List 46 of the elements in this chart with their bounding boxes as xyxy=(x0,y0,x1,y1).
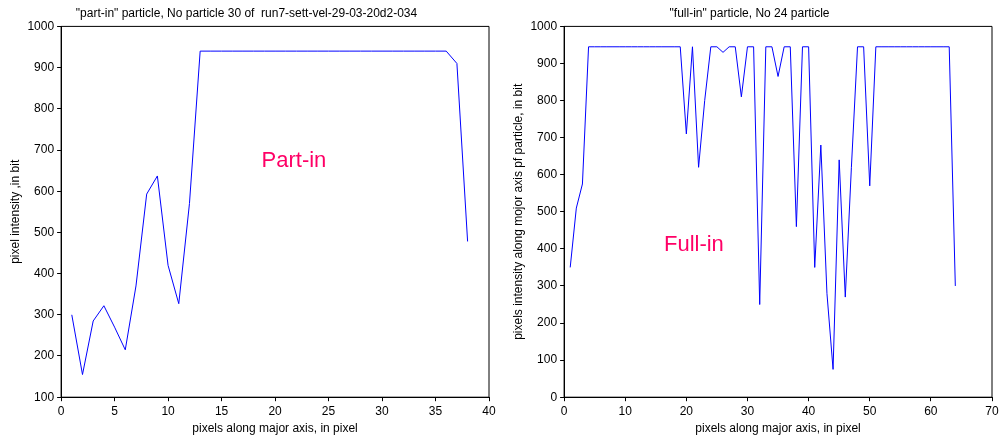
y-tick-label: 300 xyxy=(34,307,55,322)
x-tick-label: 60 xyxy=(924,403,938,418)
x-tick-label: 50 xyxy=(863,403,877,418)
x-tick-label: 30 xyxy=(375,403,390,418)
y-tick-label: 700 xyxy=(537,129,558,144)
y-tick-label: 100 xyxy=(34,389,55,404)
y-tick-label: 200 xyxy=(34,348,55,363)
y-tick-label: 700 xyxy=(34,142,55,157)
y-tick-label: 900 xyxy=(537,55,558,70)
y-tick-label: 300 xyxy=(537,278,558,293)
x-tick-label: 70 xyxy=(985,403,999,418)
y-tick-label: 100 xyxy=(537,352,558,367)
y-tick-label: 1000 xyxy=(27,18,55,33)
y-tick-label: 200 xyxy=(537,315,558,330)
y-tick-label: 400 xyxy=(537,241,558,256)
y-tick-label: 0 xyxy=(550,389,558,404)
x-axis-title: pixels along major axis, in pixel xyxy=(695,421,861,436)
y-tick-label: 1000 xyxy=(530,18,558,33)
y-axis-title: pixels intensity along mojor axis pf particle, in bit xyxy=(510,83,525,340)
y-tick-label: 400 xyxy=(34,265,55,280)
x-tick-label: 20 xyxy=(679,403,694,418)
chart-title: "part-in" particle, No particle 30 of run7-sett-vel-29-03-20d2-034 xyxy=(75,5,418,20)
y-tick-label: 500 xyxy=(537,204,558,219)
y-tick-label: 800 xyxy=(537,92,558,107)
x-tick-label: 15 xyxy=(214,403,229,418)
x-tick-label: 40 xyxy=(801,403,816,418)
x-tick-label: 35 xyxy=(428,403,443,418)
x-tick-label: 30 xyxy=(740,403,755,418)
chart-title: "full-in" particle, No 24 particle xyxy=(669,5,830,20)
y-tick-label: 600 xyxy=(34,183,55,198)
x-tick-label: 0 xyxy=(57,403,65,418)
y-axis-title: pixel intensity ,in bit xyxy=(7,159,22,264)
x-axis-title: pixels along major axis, in pixel xyxy=(192,421,358,436)
annotation: Full-in xyxy=(663,230,724,257)
x-tick-label: 40 xyxy=(482,403,496,418)
x-tick-label: 10 xyxy=(161,403,176,418)
y-tick-label: 800 xyxy=(34,101,55,116)
y-tick-label: 600 xyxy=(537,167,558,182)
x-tick-label: 25 xyxy=(321,403,336,418)
x-tick-label: 10 xyxy=(618,403,633,418)
x-tick-label: 0 xyxy=(560,403,568,418)
annotation: Part-in xyxy=(261,146,327,173)
y-tick-label: 500 xyxy=(34,224,55,239)
y-tick-label: 900 xyxy=(34,59,55,74)
x-tick-label: 5 xyxy=(111,403,119,418)
x-tick-label: 20 xyxy=(268,403,283,418)
